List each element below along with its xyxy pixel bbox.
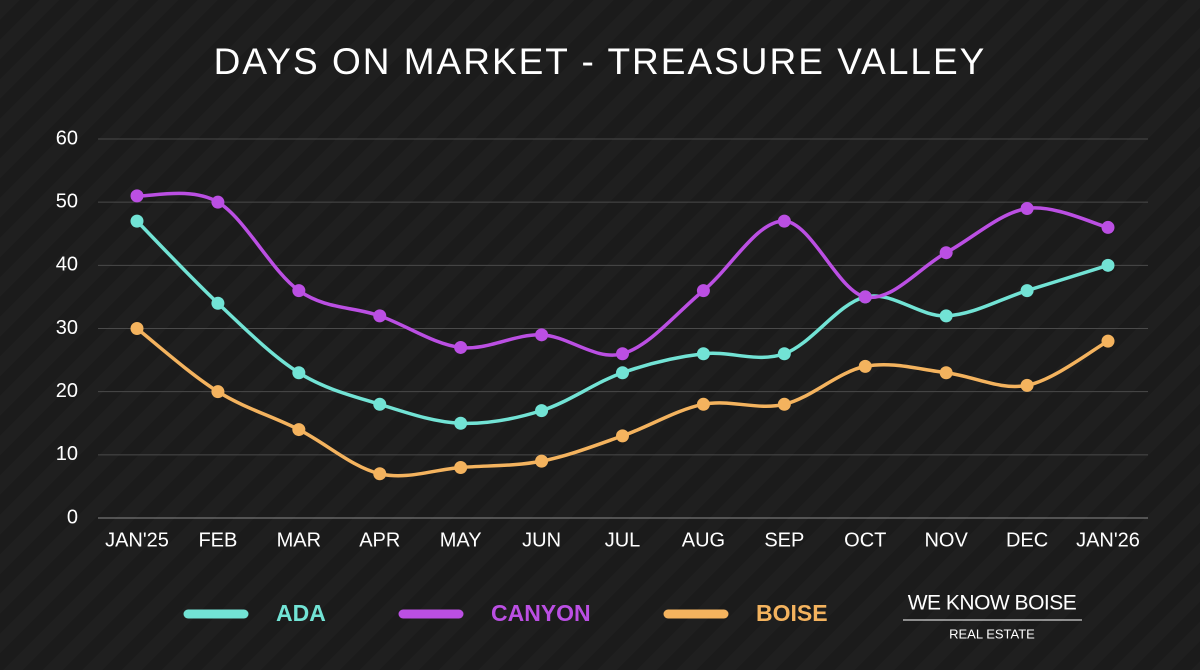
data-point	[373, 467, 387, 481]
data-point	[858, 290, 872, 304]
legend-label: ADA	[276, 600, 326, 626]
data-point	[454, 340, 468, 354]
data-point	[373, 397, 387, 411]
x-tick-label: MAR	[277, 529, 321, 551]
data-point	[211, 296, 225, 310]
data-point	[292, 423, 306, 437]
legend-item: ADA	[183, 600, 326, 626]
data-point	[211, 385, 225, 399]
data-point	[535, 404, 549, 418]
legend-item: BOISE	[663, 600, 828, 626]
data-point	[616, 429, 629, 443]
data-point	[130, 322, 144, 335]
y-tick-label: 30	[56, 317, 78, 339]
data-point	[130, 214, 144, 228]
data-point	[858, 359, 872, 373]
data-point	[696, 347, 710, 361]
data-point	[1020, 284, 1034, 298]
data-point	[939, 246, 953, 260]
legend-label: BOISE	[756, 600, 828, 626]
y-tick-label: 20	[56, 380, 78, 402]
data-point	[777, 214, 791, 228]
y-tick-label: 50	[56, 190, 78, 212]
x-tick-label: JAN'25	[105, 529, 169, 551]
logo-tagline: REAL ESTATE	[949, 626, 1035, 641]
data-point	[1101, 334, 1115, 348]
data-point	[777, 397, 791, 411]
x-tick-label: JAN'26	[1076, 529, 1140, 551]
series-line	[136, 191, 1109, 357]
data-point	[939, 366, 953, 380]
data-point	[130, 189, 144, 203]
logo: WE KNOW BOISE REAL ESTATE	[903, 592, 1082, 641]
data-point	[1101, 220, 1115, 234]
data-point	[454, 416, 468, 430]
y-tick-label: 40	[56, 254, 78, 276]
data-point	[1020, 378, 1034, 392]
data-point	[535, 328, 549, 342]
data-point	[1020, 201, 1034, 215]
x-tick-label: SEP	[764, 529, 804, 551]
data-point	[616, 366, 629, 380]
x-tick-label: JUL	[605, 529, 641, 551]
x-tick-label: DEC	[1006, 529, 1048, 551]
legend-item: CANYON	[398, 600, 591, 626]
chart-title: DAYS ON MARKET - TREASURE VALLEY	[214, 41, 987, 82]
data-point	[292, 366, 306, 380]
data-point	[777, 347, 791, 361]
series-line	[135, 219, 1109, 426]
y-tick-label: 60	[56, 127, 78, 149]
logo-name: WE KNOW BOISE	[908, 592, 1077, 615]
data-point	[454, 460, 468, 474]
x-tick-label: APR	[359, 529, 400, 551]
y-tick-label: 0	[67, 506, 78, 528]
x-tick-label: NOV	[924, 529, 968, 551]
data-point	[292, 284, 306, 298]
legend-label: CANYON	[491, 600, 591, 626]
data-point	[535, 454, 549, 468]
data-point	[939, 309, 953, 323]
data-point	[616, 347, 629, 361]
data-point	[1101, 258, 1115, 272]
x-tick-label: MAY	[440, 529, 482, 551]
x-tick-label: AUG	[682, 529, 725, 551]
x-tick-label: OCT	[844, 529, 886, 551]
y-tick-label: 10	[56, 443, 78, 465]
x-tick-label: JUN	[522, 529, 561, 551]
data-point	[696, 397, 710, 411]
data-point	[696, 284, 710, 298]
data-point	[373, 309, 387, 323]
data-point	[211, 195, 225, 209]
x-tick-label: FEB	[198, 529, 237, 551]
